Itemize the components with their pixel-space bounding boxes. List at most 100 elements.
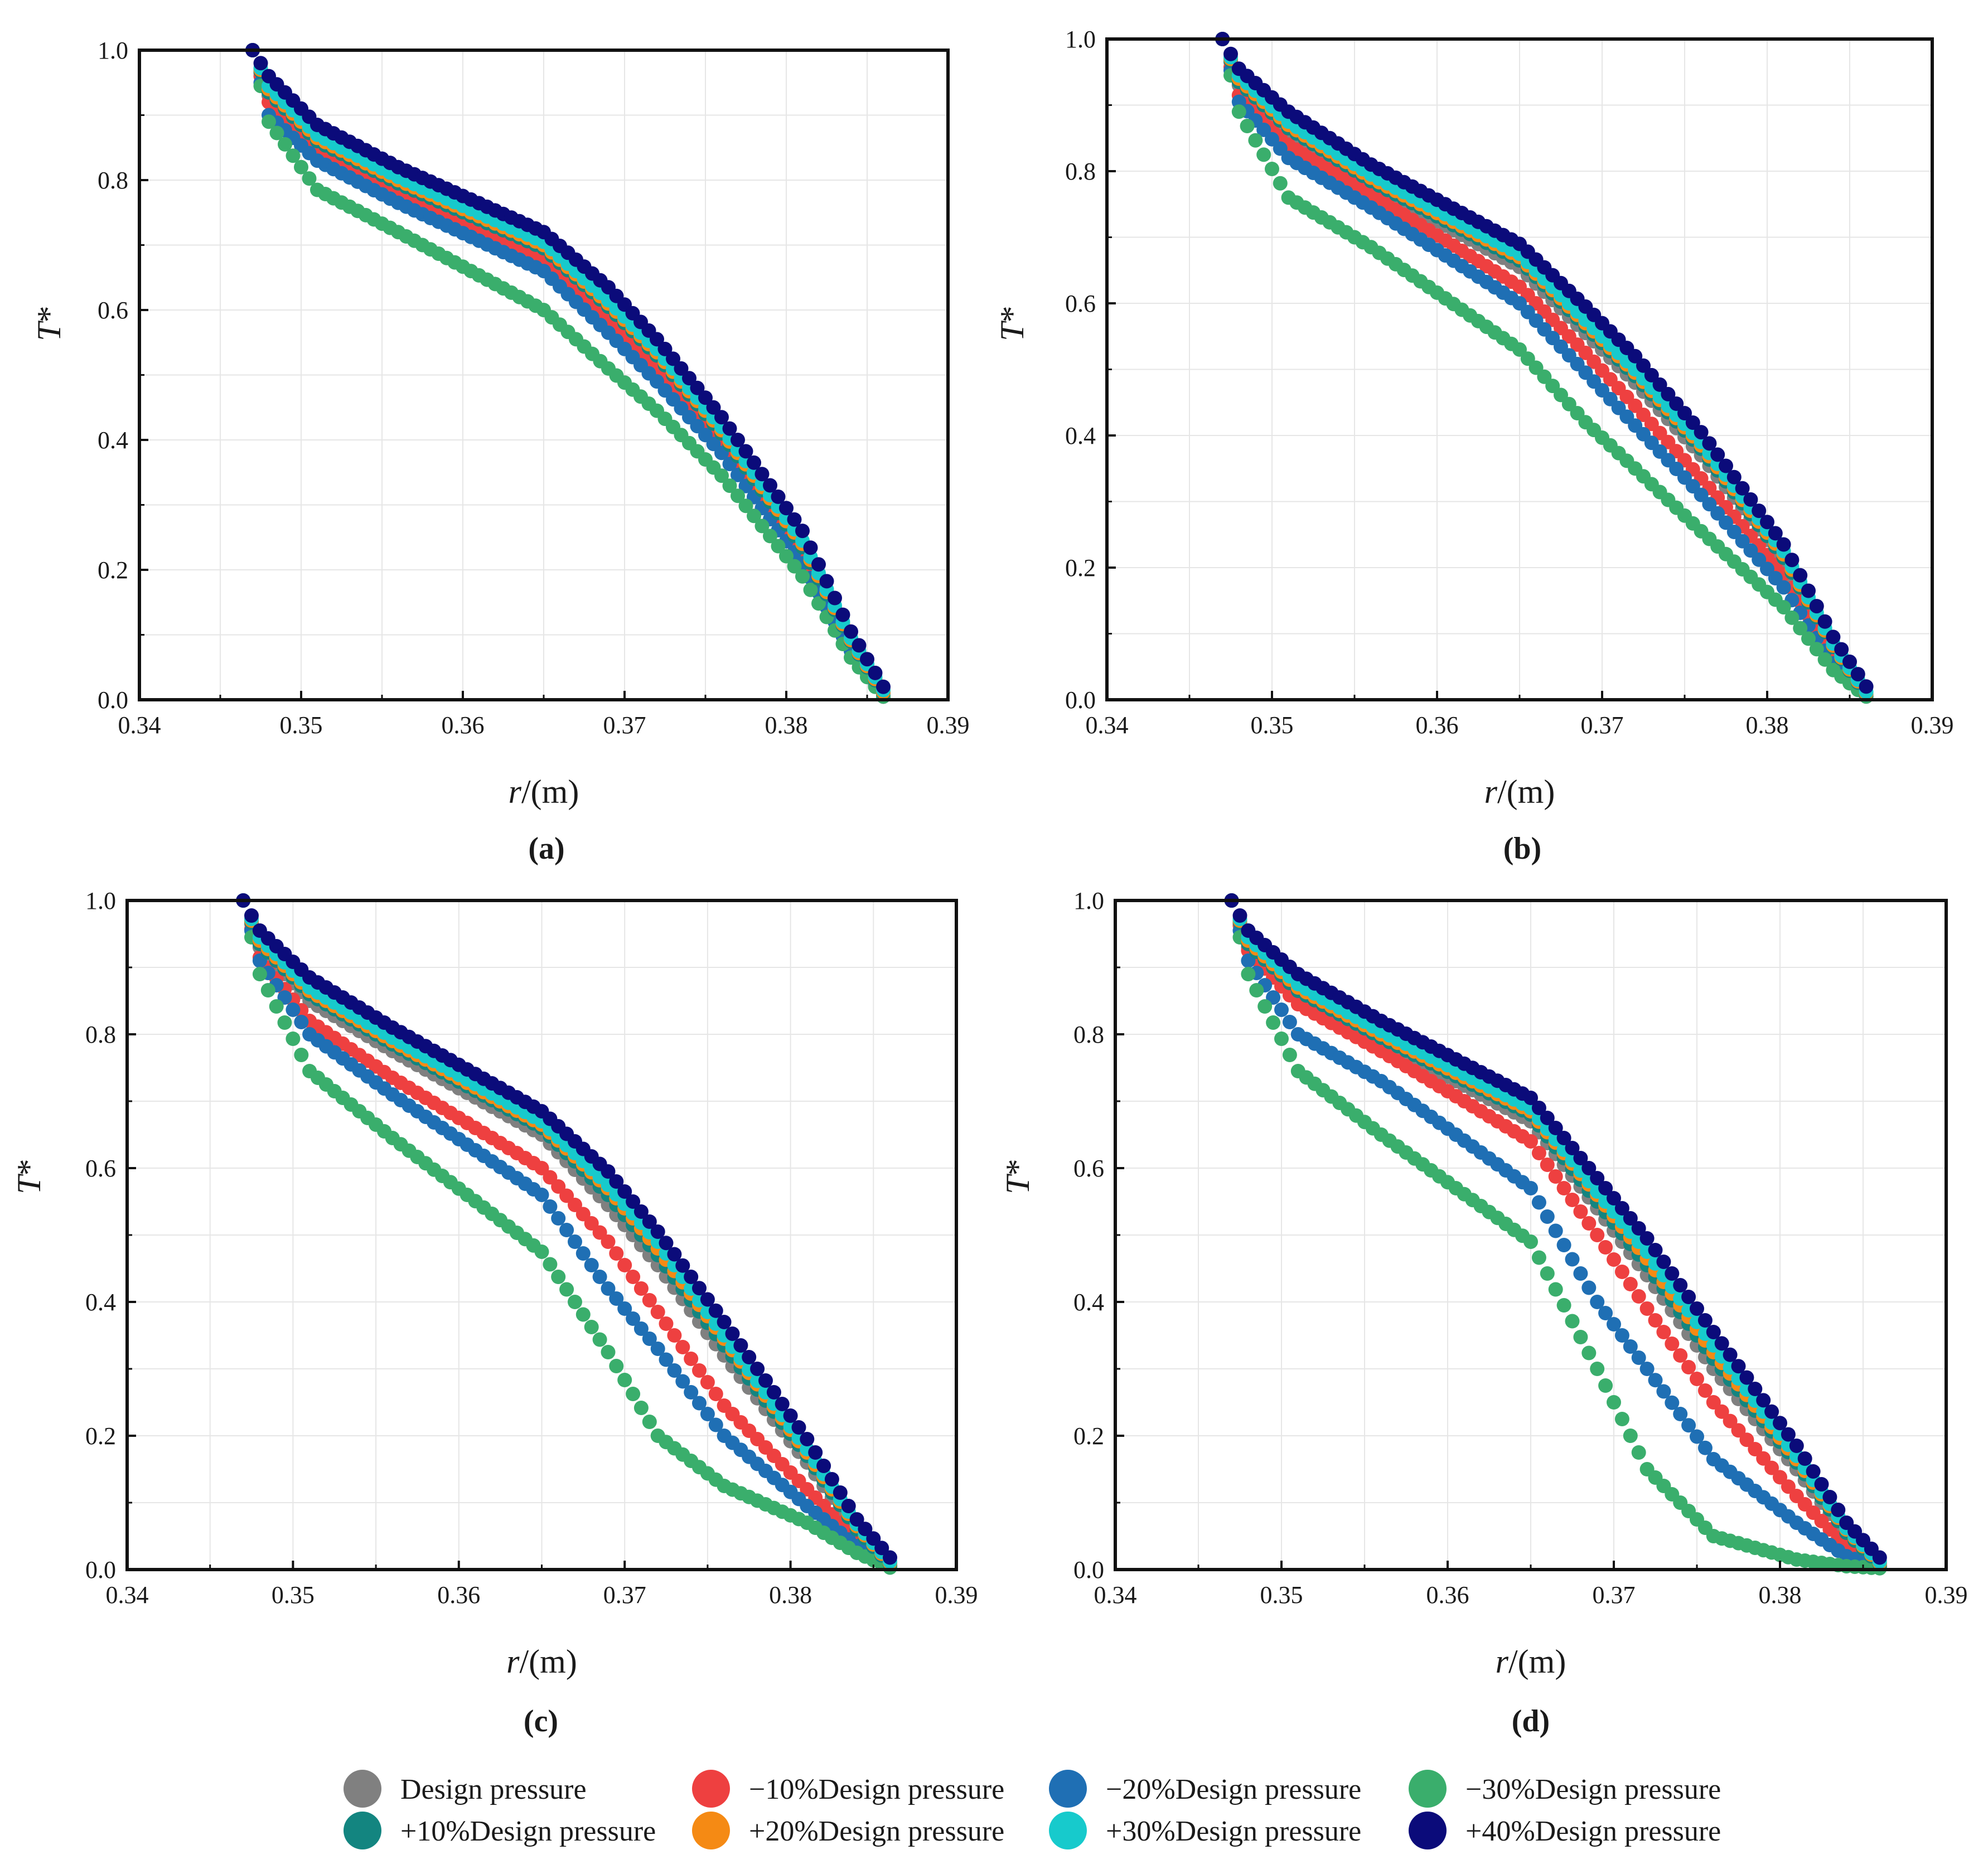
data-point [1801, 583, 1816, 598]
x-tick-label: 0.39 [1911, 711, 1954, 739]
panel-label: (b) [1503, 831, 1541, 866]
data-point [731, 488, 745, 503]
data-point [302, 171, 317, 186]
data-point [559, 1223, 574, 1237]
data-point [738, 498, 753, 514]
data-point [795, 569, 810, 584]
data-point [1756, 1393, 1771, 1408]
data-point [1556, 1298, 1571, 1313]
data-point [286, 1003, 301, 1017]
data-point [568, 1234, 582, 1249]
data-point [1548, 1223, 1563, 1238]
data-point [584, 1216, 599, 1231]
y-axis-label: T* [11, 1159, 47, 1194]
data-point [659, 1352, 674, 1367]
legend-label: −30%Design pressure [1465, 1774, 1721, 1805]
data-point [1776, 580, 1791, 595]
y-tick-label: 0.4 [1073, 1289, 1104, 1316]
data-point [1773, 1416, 1787, 1431]
data-point [1752, 503, 1767, 519]
data-point [1776, 600, 1791, 615]
data-point [816, 1459, 831, 1473]
data-point [1548, 1169, 1563, 1184]
legend: Design pressure −10%Design pressure −20%De… [344, 1770, 1721, 1849]
data-point [1598, 1240, 1613, 1255]
legend-item-minus20-design-pressure: −20%Design pressure [1049, 1770, 1361, 1808]
data-point [626, 1387, 641, 1401]
data-point [1581, 1345, 1597, 1360]
data-point [1773, 1470, 1787, 1485]
data-point [1598, 1306, 1613, 1320]
data-point [592, 1225, 607, 1240]
data-point [1748, 1442, 1763, 1456]
data-point [1690, 1429, 1704, 1444]
data-point [783, 1408, 798, 1423]
data-point [722, 478, 737, 493]
x-axis-label: r/(m) [1496, 1643, 1566, 1680]
y-tick-label: 0.4 [98, 427, 128, 454]
data-point [1834, 642, 1849, 657]
data-point [1656, 1325, 1671, 1339]
x-tick-label: 0.39 [1925, 1581, 1968, 1609]
data-point [692, 1281, 707, 1296]
data-point [860, 652, 874, 667]
data-point [1714, 1336, 1729, 1351]
data-point [1656, 1384, 1671, 1399]
data-point [1241, 967, 1256, 981]
data-point [763, 478, 777, 493]
x-tick-label: 0.34 [1094, 1581, 1137, 1609]
data-point [779, 549, 794, 564]
data-point [1665, 1395, 1680, 1410]
data-point [779, 501, 794, 516]
data-point [1648, 1243, 1663, 1257]
data-point [750, 1362, 765, 1376]
data-point [1523, 1091, 1538, 1105]
data-point [1723, 1347, 1738, 1362]
legend-item-plus10-design-pressure: +10%Design pressure [344, 1812, 656, 1849]
data-point [708, 1417, 723, 1432]
x-tick-label: 0.36 [437, 1581, 480, 1609]
x-tick-label: 0.35 [1251, 711, 1294, 739]
data-point [1726, 469, 1742, 485]
data-point [1548, 1121, 1563, 1135]
data-point [1623, 1211, 1638, 1226]
data-point [1681, 1418, 1696, 1433]
data-point [1702, 436, 1717, 451]
data-point [1652, 377, 1667, 392]
data-point [534, 1245, 549, 1259]
y-axis: 0.0 0.2 0.4 0.6 0.8 1.0 [1073, 887, 1124, 1584]
series-minus20-design-pressure [1224, 893, 1887, 1575]
data-point [1756, 1451, 1771, 1466]
legend-label: +10%Design pressure [400, 1815, 656, 1847]
data-point [286, 1032, 301, 1046]
y-tick-label: 0.2 [1073, 1422, 1104, 1450]
legend-item-plus20-design-pressure: +20%Design pressure [692, 1812, 1004, 1849]
data-point [1565, 1141, 1580, 1155]
data-point [1673, 1348, 1688, 1363]
data-point [1842, 654, 1857, 669]
data-point [1540, 1266, 1555, 1281]
legend-item-plus30-design-pressure: +30%Design pressure [1049, 1812, 1361, 1849]
data-point [1223, 46, 1238, 61]
data-point [1781, 1479, 1796, 1494]
data-point [1817, 614, 1832, 629]
y-tick-label: 0.6 [1065, 290, 1096, 317]
data-point [1806, 1464, 1821, 1479]
data-point [1793, 568, 1808, 583]
y-tick-label: 0.0 [85, 1556, 116, 1584]
panel-label: (d) [1512, 1704, 1550, 1739]
data-point [1714, 1404, 1729, 1419]
data-point [551, 1211, 566, 1226]
x-tick-label: 0.35 [280, 711, 323, 739]
data-point [659, 1316, 674, 1331]
data-point [601, 1345, 616, 1359]
data-point [294, 159, 308, 175]
y-tick-label: 0.6 [1073, 1155, 1104, 1182]
data-point [1265, 162, 1279, 176]
data-point [844, 624, 858, 639]
data-point [771, 539, 786, 554]
data-point [775, 1397, 790, 1411]
data-point [642, 1415, 657, 1429]
data-point [1573, 1266, 1588, 1281]
data-point [1540, 1158, 1555, 1172]
